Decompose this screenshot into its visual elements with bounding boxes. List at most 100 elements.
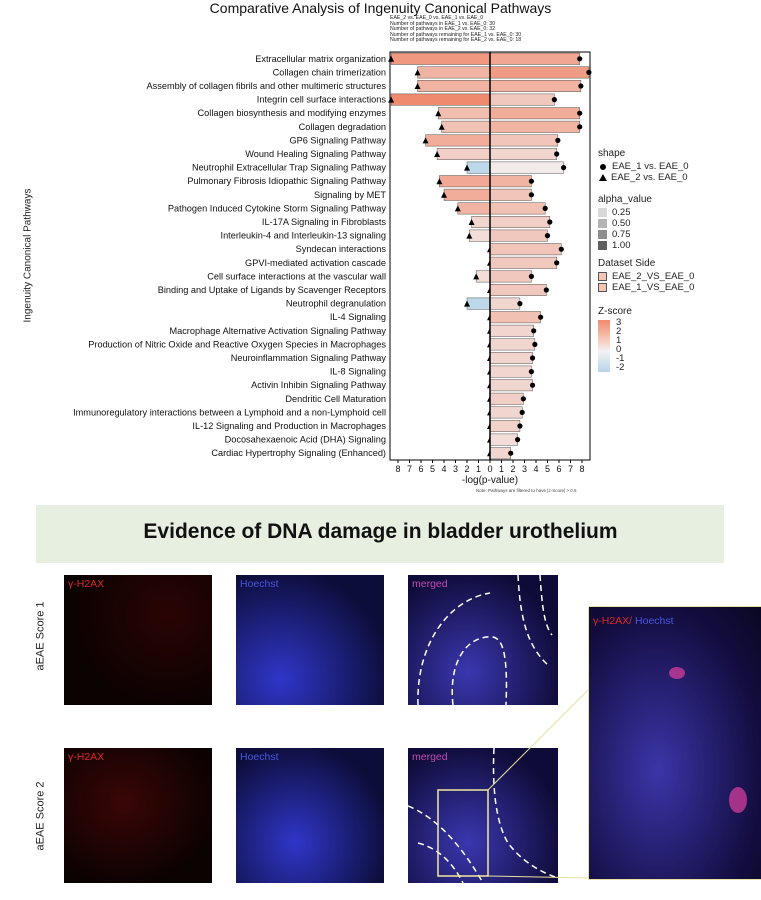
alpha-legend-title: alpha_value	[598, 194, 652, 205]
point-triangle	[468, 219, 475, 225]
bar-right	[489, 324, 534, 337]
note-line: Number of pathways remaining for EAE_2 v…	[390, 37, 522, 44]
x-tick-label: 5	[430, 464, 435, 474]
bar-right	[489, 338, 536, 351]
bar-right	[489, 66, 590, 79]
category-label: IL-17A Signaling in Fibroblasts	[262, 217, 387, 227]
bar-right	[489, 352, 533, 364]
category-label: Neuroinflammation Signaling Pathway	[231, 353, 387, 363]
bar-right	[489, 175, 532, 188]
row-label-score2: aEAE Score 2	[34, 781, 47, 851]
category-label: Production of Nitric Oxide and Reactive …	[88, 339, 386, 349]
point-circle	[528, 192, 535, 198]
point-triangle	[422, 137, 429, 144]
chart-title: Comparative Analysis of Ingenuity Canoni…	[209, 0, 552, 16]
point-circle	[508, 450, 514, 456]
bar-right	[489, 202, 546, 215]
point-circle	[528, 369, 535, 375]
zscore-tick: -1	[616, 353, 625, 364]
bar-right	[489, 52, 580, 65]
category-label: Immunoregulatory interactions between a …	[73, 407, 386, 417]
alpha-legend: alpha_value 0.25 0.50 0.75 1.00	[598, 194, 652, 251]
point-circle	[542, 205, 548, 211]
point-triangle	[473, 273, 480, 280]
bar-left	[443, 188, 491, 201]
nucleus-signal	[669, 667, 685, 679]
alpha-swatch	[598, 219, 607, 228]
point-triangle	[464, 164, 470, 171]
x-tick-label: 6	[418, 464, 423, 474]
bar-right	[489, 243, 562, 256]
bar-left	[466, 161, 491, 174]
side-legend: Dataset Side EAE_2_VS_EAE_0 EAE_1_VS_EAE…	[598, 258, 694, 293]
category-label: Collagen chain trimerization	[273, 67, 386, 77]
category-label: Macrophage Alternative Activation Signal…	[169, 326, 386, 336]
y-axis-label: Ingenuity Canonical Pathways	[22, 188, 34, 323]
pathway-chart: Extracellular matrix organization Collage…	[73, 51, 592, 486]
category-label: Pathogen Induced Cytokine Storm Signalin…	[168, 203, 386, 213]
zscore-tick: -2	[616, 362, 625, 373]
point-circle	[531, 328, 537, 334]
point-triangle	[414, 69, 421, 76]
point-circle	[517, 423, 523, 429]
alpha-swatch	[598, 230, 607, 239]
category-label: GPVI-mediated activation cascade	[245, 258, 386, 268]
category-label: GP6 Signaling Pathway	[289, 135, 386, 145]
point-triangle	[464, 300, 470, 307]
category-label: Dendritic Cell Maturation	[285, 394, 386, 404]
bar-right	[489, 392, 524, 405]
panel-label: Hoechst	[240, 751, 279, 763]
zscore-tick: 3	[616, 317, 622, 328]
panel-label: merged	[412, 751, 448, 763]
point-circle	[529, 382, 536, 388]
point-circle	[515, 437, 521, 443]
panel-label: γ-H2AX	[68, 751, 105, 763]
bar-left	[441, 120, 491, 133]
point-circle	[538, 314, 544, 320]
x-tick-label: 2	[510, 464, 515, 474]
bar-right	[489, 365, 532, 378]
hoechst-panel-score1: Hoechst	[236, 575, 384, 705]
point-triangle	[388, 55, 395, 62]
bar-right	[489, 433, 518, 446]
panel-label: merged	[412, 578, 448, 590]
bar-right	[489, 134, 559, 147]
point-circle	[547, 219, 553, 225]
bar-right	[489, 311, 541, 324]
zscore-tick: 1	[616, 335, 622, 346]
category-label: Docosahexaenoic Acid (DHA) Signaling	[225, 435, 386, 445]
x-tick-label: 3	[453, 464, 458, 474]
category-label: IL-8 Signaling	[330, 367, 386, 377]
category-label: Signaling by MET	[314, 190, 386, 200]
figure-title: Evidence of DNA damage in bladder urothe…	[143, 520, 618, 543]
zoom-label: γ-H2AX/ Hoechst	[593, 615, 674, 627]
point-triangle	[436, 178, 443, 185]
shape-legend: shape EAE_1 vs. EAE_0 EAE_2 vs. EAE_0	[598, 148, 689, 183]
category-label: Collagen degradation	[299, 122, 386, 132]
legend-item: 0.50	[612, 218, 631, 229]
legend-item: 1.00	[612, 240, 631, 251]
bar-left	[417, 80, 491, 92]
x-tick-label: 3	[522, 464, 527, 474]
x-tick-label: 7	[568, 464, 573, 474]
row-label-score1: aEAE Score 1	[34, 601, 47, 671]
alpha-swatch	[598, 241, 607, 250]
bar-left	[438, 107, 491, 120]
point-triangle	[388, 96, 395, 103]
x-tick-label: 1	[476, 464, 481, 474]
legend-item: EAE_2 vs. EAE_0	[611, 172, 688, 183]
bar-right	[489, 270, 532, 283]
bar-left	[390, 93, 491, 106]
chart-notes: EAE_2 vs. EAE_0 vs. EAE_1 vs. EAE_0 Numb…	[390, 15, 522, 44]
point-triangle	[441, 191, 447, 198]
legend-item: 0.25	[612, 207, 631, 218]
bar-right	[489, 297, 521, 310]
bar-left	[425, 134, 491, 147]
bar-right	[489, 80, 582, 92]
category-label: Integrin cell surface interactions	[257, 95, 387, 105]
category-label: Extracellular matrix organization	[255, 54, 386, 64]
bar-left	[471, 216, 491, 228]
category-label: Pulmonary Fibrosis Idiopathic Signaling …	[187, 176, 386, 186]
point-triangle	[466, 232, 473, 239]
note-line: Number of pathways remaining for EAE_1 v…	[390, 31, 522, 38]
